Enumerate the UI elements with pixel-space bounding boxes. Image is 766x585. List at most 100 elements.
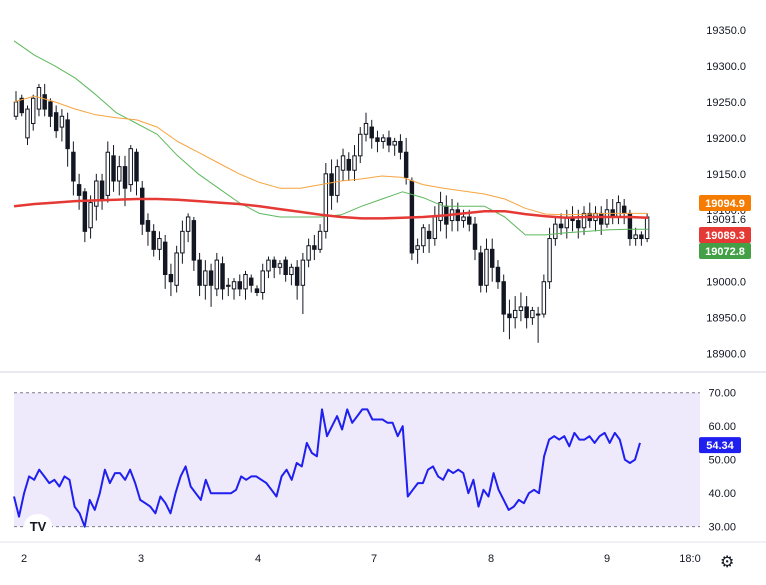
candle: [145, 213, 151, 246]
candle-body-up: [616, 202, 621, 218]
candle: [128, 145, 133, 192]
candle: [312, 234, 317, 261]
candle: [495, 260, 501, 289]
candle: [94, 173, 99, 221]
candle-body-up: [226, 284, 231, 287]
candle-body-down: [237, 281, 242, 290]
candle: [174, 245, 179, 293]
tradingview-logo: TV: [24, 514, 52, 538]
candle-body-down: [403, 151, 409, 178]
candle: [122, 155, 128, 207]
candle-body-down: [254, 288, 260, 293]
time-tick-label: 9: [604, 553, 610, 565]
candle-body-down: [524, 306, 529, 319]
candle: [403, 137, 409, 185]
candle: [358, 127, 363, 164]
candle: [162, 234, 168, 289]
candle-body-up: [88, 202, 93, 229]
candle-body-up: [300, 259, 306, 286]
candle: [180, 220, 185, 264]
candle: [489, 238, 495, 282]
candle-body-up: [323, 173, 329, 232]
candle-body-up: [438, 202, 443, 222]
candle: [19, 94, 24, 117]
candle: [191, 216, 197, 271]
candle-body-down: [312, 245, 317, 250]
candle: [639, 231, 644, 246]
candle-body-down: [122, 166, 128, 189]
candle-body-down: [191, 220, 197, 261]
candle-body-up: [317, 230, 323, 250]
candle-body-down: [53, 112, 59, 132]
candle-body-down: [197, 259, 202, 286]
candle-body-up: [358, 133, 363, 157]
price-tag: [699, 243, 751, 259]
candle-body-down: [398, 140, 403, 153]
candle-body-down: [329, 173, 334, 196]
candle: [541, 274, 547, 318]
candle: [380, 134, 386, 149]
candle: [455, 202, 461, 232]
candle: [71, 141, 76, 196]
rsi-tick-label: 30.00: [708, 522, 736, 534]
candle-body-down: [501, 281, 506, 315]
candle: [134, 148, 139, 196]
time-tick-label: 3: [138, 553, 144, 565]
candle-body-up: [581, 212, 587, 229]
candle: [111, 145, 116, 192]
candle: [610, 198, 615, 225]
candle: [105, 141, 111, 203]
candle-body-up: [36, 87, 42, 110]
candle-body-down: [271, 259, 277, 268]
candle-body-up: [547, 238, 552, 283]
candle-body-down: [65, 119, 70, 150]
candle: [581, 206, 587, 235]
gear-icon[interactable]: ⚙: [720, 554, 735, 571]
candle: [478, 245, 483, 293]
price-tag-label: 19091.6: [706, 214, 746, 226]
candle-body-up: [352, 155, 357, 171]
rsi-tick-label: 50.00: [708, 455, 736, 467]
rsi-value-label: 54.34: [706, 440, 734, 452]
candle-body-up: [214, 259, 220, 290]
candle: [352, 145, 357, 182]
candle-body-down: [472, 223, 478, 250]
candle-body-down: [576, 220, 581, 229]
candle: [243, 270, 248, 300]
candle: [208, 263, 214, 307]
candle-body-down: [495, 266, 501, 283]
candle: [65, 112, 70, 167]
candle-body-down: [558, 223, 564, 229]
candle: [30, 94, 36, 131]
candle: [340, 148, 346, 182]
candle-body-up: [231, 281, 237, 290]
candle-body-up: [203, 270, 208, 286]
candle: [415, 238, 420, 264]
candle-body-up: [380, 137, 386, 142]
candle-body-down: [76, 184, 82, 196]
candle-body-up: [484, 248, 489, 286]
candle: [249, 274, 254, 293]
candle: [386, 130, 392, 153]
candle: [421, 224, 426, 253]
candle: [369, 119, 374, 149]
candle-body-down: [478, 252, 483, 286]
candle: [409, 177, 415, 261]
price-tag-label: 19072.8: [705, 246, 745, 258]
ma-short-line: [13, 40, 648, 236]
candle-body-up: [530, 309, 535, 319]
candle-body-down: [48, 101, 53, 117]
candle: [214, 252, 220, 297]
candle-body-up: [644, 216, 650, 240]
candle: [392, 137, 397, 156]
candle-body-down: [111, 155, 116, 182]
candle-body-up: [185, 216, 191, 232]
candle-body-up: [363, 122, 369, 135]
candle-body-down: [346, 158, 351, 171]
candle-body-down: [134, 151, 139, 182]
candle: [260, 263, 265, 300]
candle-body-up: [421, 227, 426, 247]
candle: [512, 296, 518, 329]
price-tag: [699, 227, 751, 243]
